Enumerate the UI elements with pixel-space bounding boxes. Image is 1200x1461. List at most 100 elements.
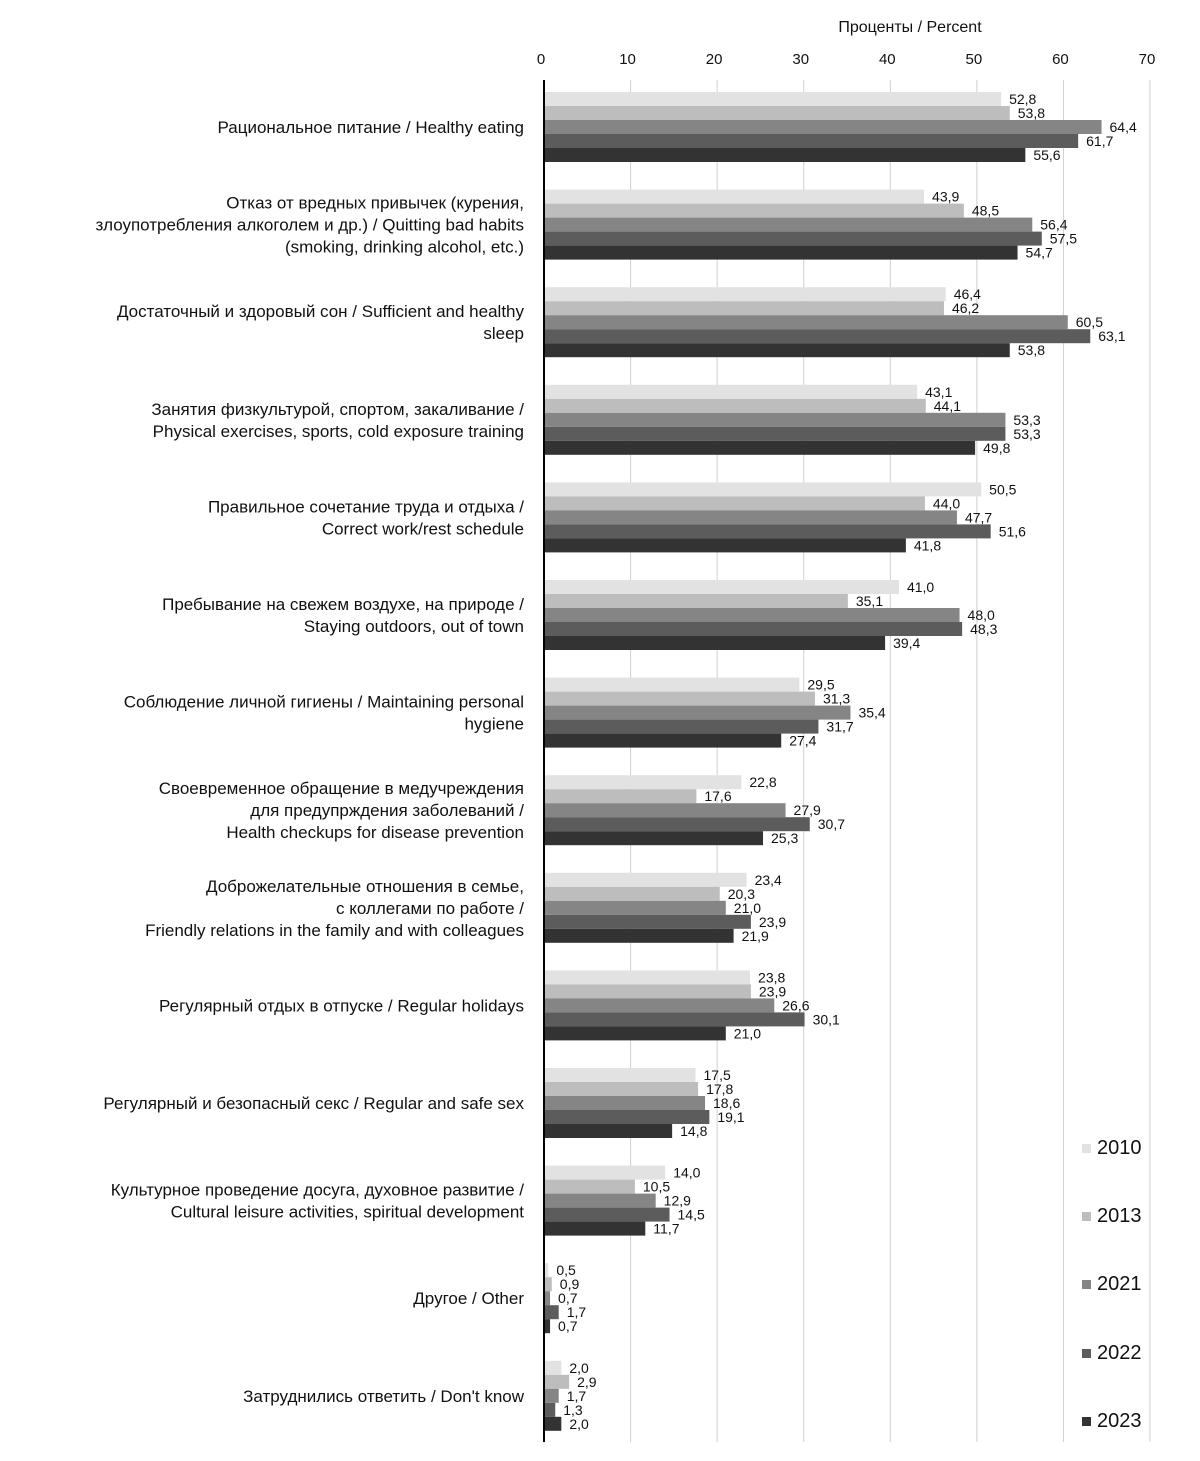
data-label: 12,9 xyxy=(664,1193,691,1209)
bar xyxy=(544,1291,551,1306)
bar xyxy=(544,538,906,553)
x-tick-label: 60 xyxy=(1052,51,1069,68)
category-label: Достаточный и здоровый сон / Sufficient … xyxy=(117,302,525,343)
bar xyxy=(544,622,963,636)
data-label: 22,8 xyxy=(749,774,776,790)
category-label-line: Рациональное питание / Healthy eating xyxy=(218,118,525,137)
data-label: 53,8 xyxy=(1018,105,1045,121)
data-label: 30,1 xyxy=(813,1011,840,1027)
category-label-line: Регулярный отдых в отпуске / Regular hol… xyxy=(159,996,524,1015)
data-label: 55,6 xyxy=(1033,147,1060,163)
data-label: 48,0 xyxy=(968,607,995,623)
data-label: 35,1 xyxy=(856,593,883,609)
legend-label: 2013 xyxy=(1097,1205,1142,1227)
x-tick-label: 0 xyxy=(537,51,545,68)
category-label: Пребывание на свежем воздухе, на природе… xyxy=(162,595,524,636)
category-label: Регулярный и безопасный секс / Regular a… xyxy=(103,1094,524,1113)
bar-group: 2,02,91,71,32,0 xyxy=(544,1360,597,1432)
data-label: 0,7 xyxy=(558,1318,578,1334)
category-label-line: Культурное проведение досуга, духовное р… xyxy=(111,1181,525,1200)
data-label: 21,0 xyxy=(734,900,761,916)
legend-label: 2022 xyxy=(1097,1342,1142,1364)
data-label: 51,6 xyxy=(999,523,1026,539)
data-label: 10,5 xyxy=(643,1179,670,1195)
bar-group: 43,9 48,5 56,457,554,7 xyxy=(544,189,1077,261)
bar xyxy=(544,914,751,929)
category-label: Затруднились ответить / Don't know xyxy=(243,1387,525,1406)
category-label-line: Пребывание на свежем воздухе, на природе… xyxy=(162,595,524,614)
bar-group: 52,853,8 64,461,7 55,6 xyxy=(544,91,1137,163)
bar xyxy=(544,789,697,804)
data-label: 21,0 xyxy=(734,1025,761,1041)
bar xyxy=(544,510,957,525)
bar-group: 23,420,321,023,921,9 xyxy=(544,872,786,944)
bar xyxy=(544,148,1026,162)
category-label-line: hygiene xyxy=(464,715,524,734)
category-label-line: sleep xyxy=(483,324,524,343)
data-label: 19,1 xyxy=(717,1109,744,1125)
bar xyxy=(544,384,918,399)
data-label: 44,1 xyxy=(934,398,961,414)
category-label-line: (smoking, drinking alcohol, etc.) xyxy=(285,238,524,257)
bar xyxy=(544,134,1079,148)
bar-group: 0,50,90,71,70,7 xyxy=(544,1262,586,1334)
category-label-line: Достаточный и здоровый сон / Sufficient … xyxy=(117,302,525,321)
data-label: 1,3 xyxy=(563,1402,583,1418)
bar xyxy=(544,803,786,818)
category-label-line: Health checkups for disease prevention xyxy=(226,823,524,842)
data-label: 0,9 xyxy=(560,1276,580,1292)
bar xyxy=(544,301,944,316)
bar xyxy=(544,1360,562,1375)
data-label: 27,4 xyxy=(789,733,816,749)
bar xyxy=(544,92,1002,106)
bar xyxy=(544,886,720,901)
legend-swatch xyxy=(1082,1212,1091,1221)
bar-group: 41,0 35,1 48,048,3 39,4 xyxy=(544,579,998,651)
data-label: 48,3 xyxy=(970,621,997,637)
bar xyxy=(544,733,782,748)
data-label: 30,7 xyxy=(818,816,845,832)
bar xyxy=(544,189,925,204)
data-label: 46,2 xyxy=(952,300,979,316)
data-label: 23,4 xyxy=(755,872,782,888)
bar xyxy=(544,426,1006,441)
data-label: 31,3 xyxy=(823,691,850,707)
data-label: 25,3 xyxy=(771,830,798,846)
data-label: 41,8 xyxy=(914,537,941,553)
data-label: 14,0 xyxy=(673,1165,700,1181)
data-label: 44,0 xyxy=(933,495,960,511)
bar xyxy=(544,1110,710,1124)
bar xyxy=(544,1082,699,1096)
data-label: 64,4 xyxy=(1110,119,1137,135)
bar-group: 17,517,818,619,1 14,8 xyxy=(544,1067,745,1139)
data-label: 46,4 xyxy=(954,286,981,302)
data-label: 57,5 xyxy=(1050,231,1077,247)
category-label-line: Cultural leisure activities, spiritual d… xyxy=(171,1203,525,1222)
bar xyxy=(544,245,1018,260)
bar xyxy=(544,1277,552,1292)
gridlines xyxy=(630,80,1151,1442)
category-label: Рациональное питание / Healthy eating xyxy=(218,118,525,137)
category-label-line: Friendly relations in the family and wit… xyxy=(145,921,524,940)
category-label-line: для предупрждения заболеваний / xyxy=(250,801,524,820)
data-label: 53,3 xyxy=(1013,412,1040,428)
bar xyxy=(544,329,1091,344)
data-label: 61,7 xyxy=(1086,133,1113,149)
data-label: 1,7 xyxy=(567,1388,587,1404)
legend-swatch xyxy=(1082,1349,1091,1358)
bar-group: 43,144,1 53,353,349,8 xyxy=(544,384,1041,456)
category-label-line: Другое / Other xyxy=(413,1289,524,1308)
data-label: 47,7 xyxy=(965,509,992,525)
category-label: Другое / Other xyxy=(413,1289,524,1308)
bar-groups: 52,853,864,461,755,643,948,556,457,554,7… xyxy=(544,91,1137,1432)
category-label-line: Правильное сочетание труда и отдыха / xyxy=(208,497,524,516)
bar-group: 23,823,926,630,1 21,0 xyxy=(544,969,840,1041)
data-label: 56,4 xyxy=(1040,217,1067,233)
data-label: 14,5 xyxy=(678,1207,705,1223)
category-label-line: Соблюдение личной гигиены / Maintaining … xyxy=(124,693,524,712)
data-label: 48,5 xyxy=(972,203,999,219)
data-label: 17,8 xyxy=(706,1081,733,1097)
bar xyxy=(544,1012,805,1027)
category-label: Занятия физкультурой, спортом, закаливан… xyxy=(151,400,524,441)
data-label: 18,6 xyxy=(713,1095,740,1111)
